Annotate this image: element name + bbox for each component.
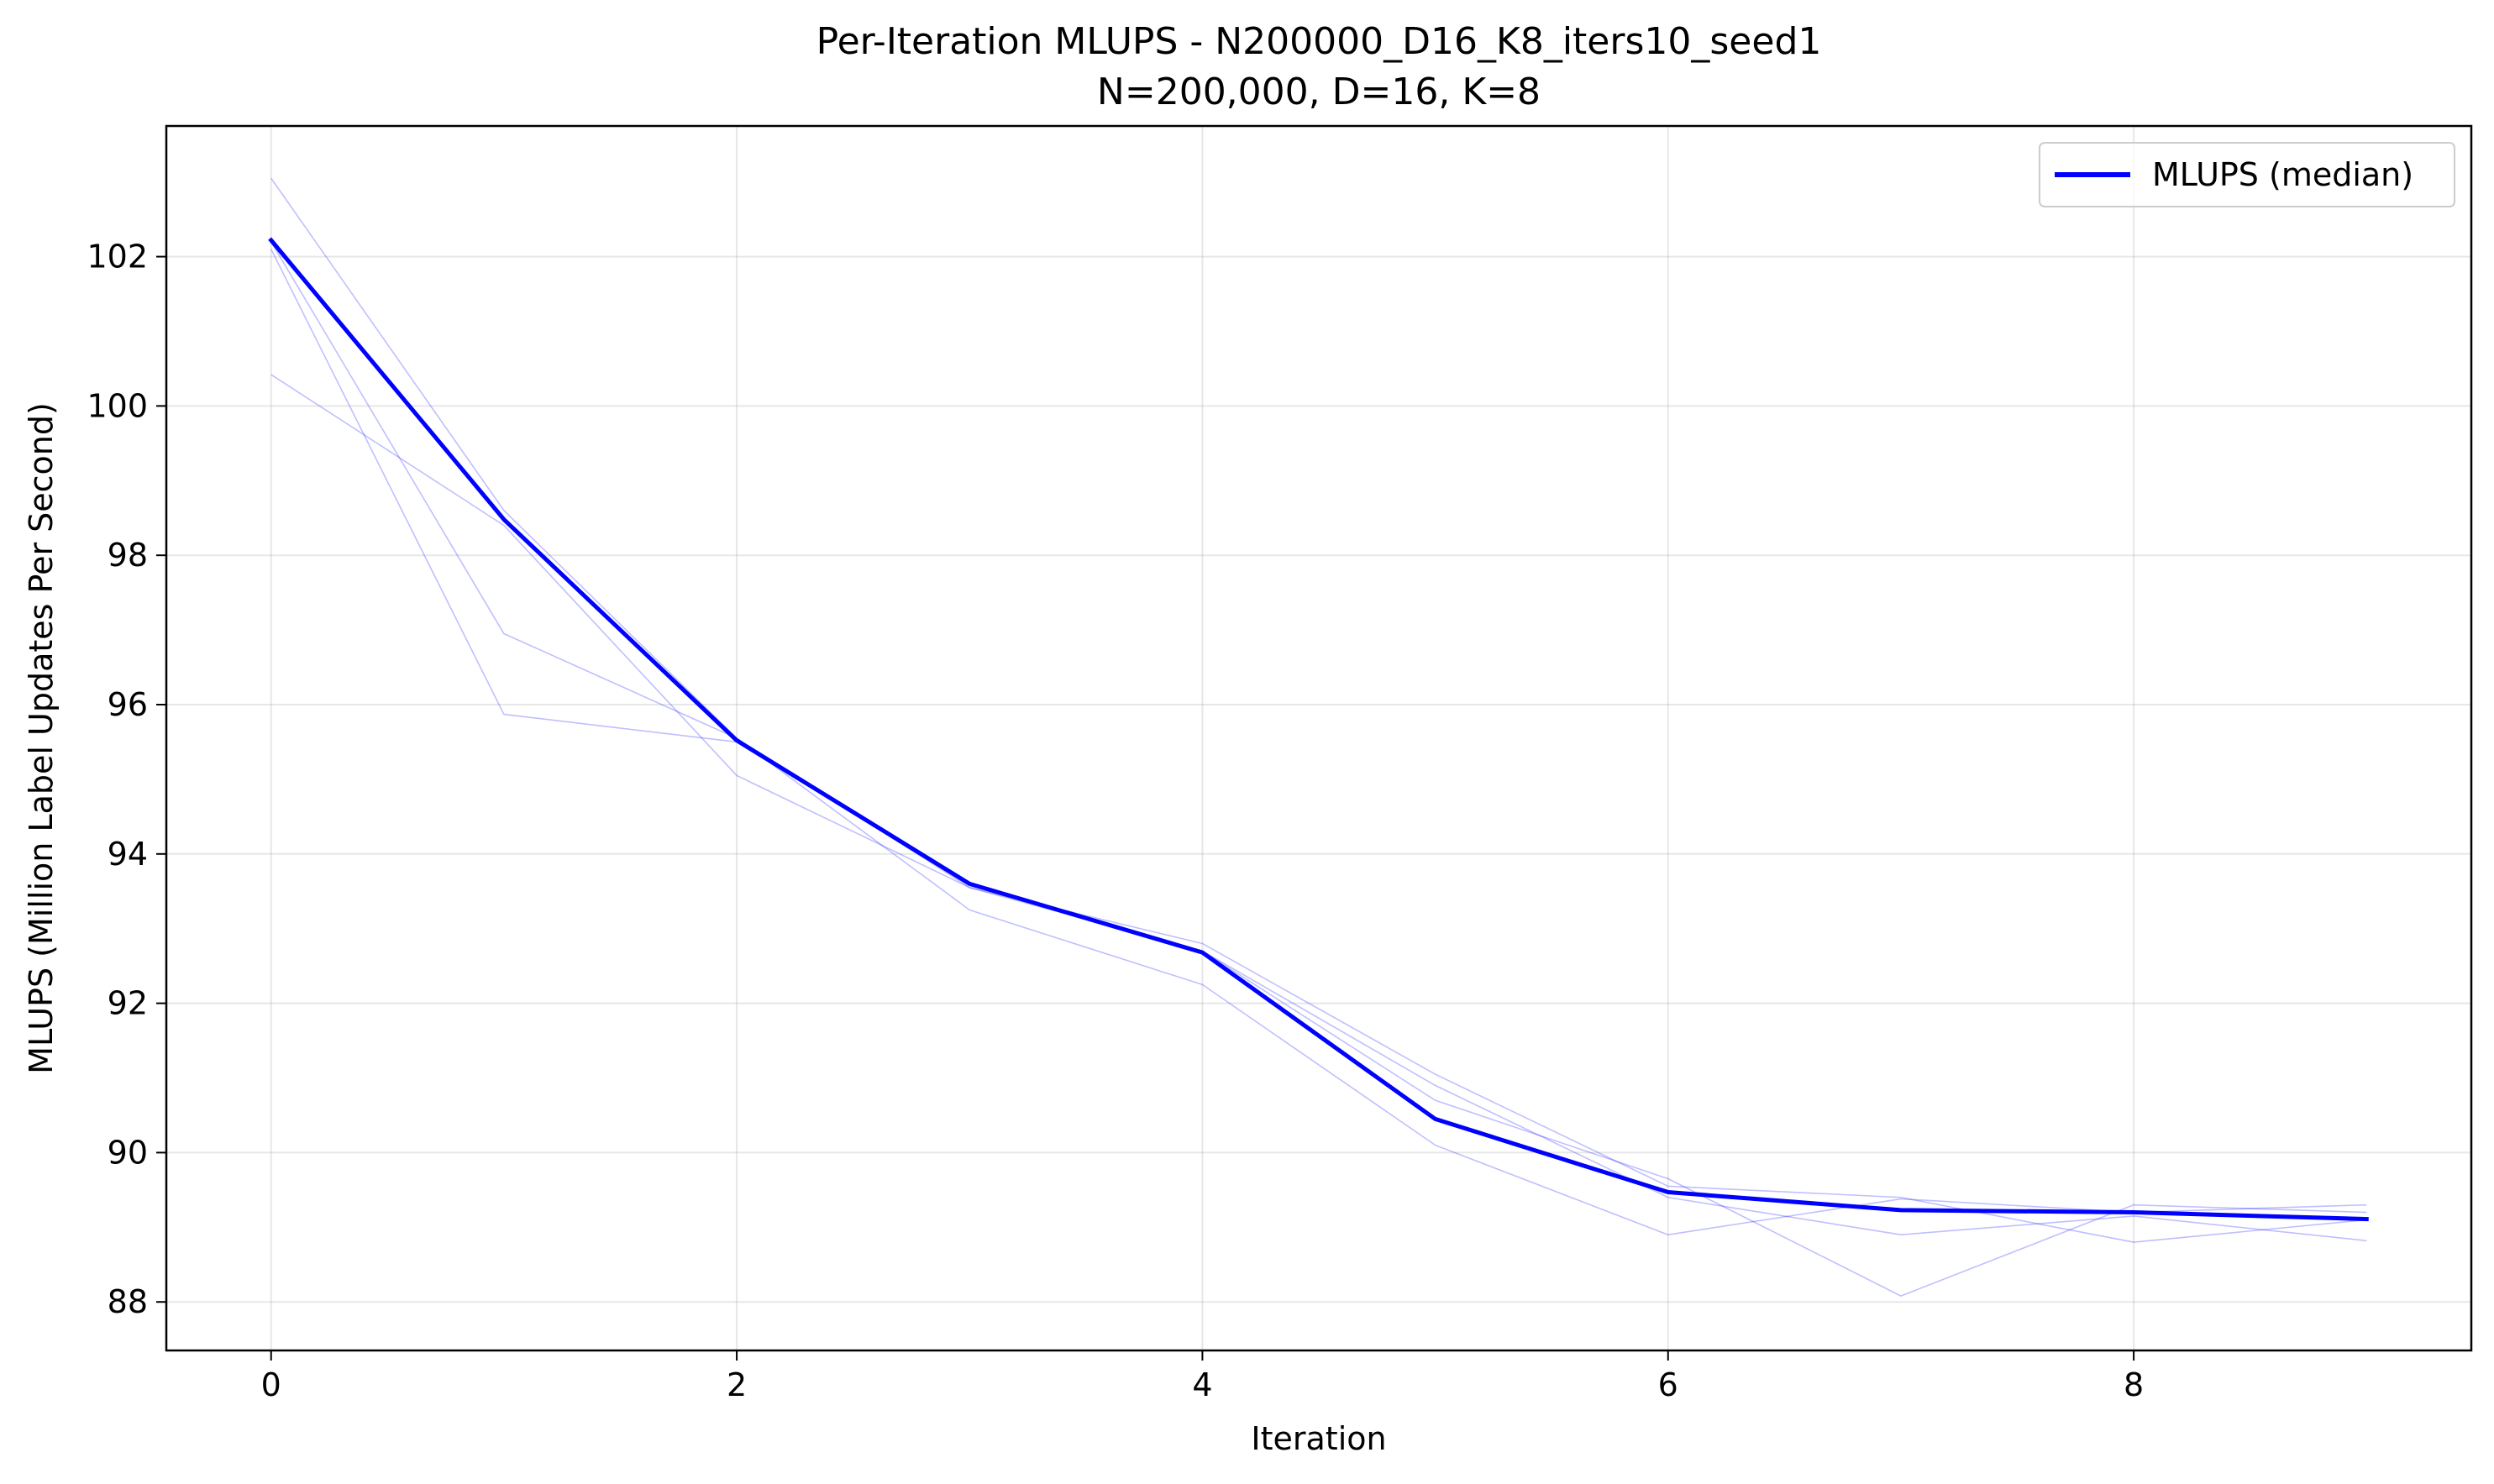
y-tick-label: 98 xyxy=(108,537,148,574)
x-axis-label: Iteration xyxy=(1251,1420,1386,1457)
median-series xyxy=(268,237,2369,1222)
grid xyxy=(166,126,2471,1350)
x-tick-label: 0 xyxy=(261,1366,281,1403)
y-tick-label: 92 xyxy=(108,985,148,1022)
legend: MLUPS (median) xyxy=(2039,142,2455,207)
individual-runs xyxy=(270,177,2367,1297)
x-axis-ticks: 0 2 4 6 8 xyxy=(261,1350,2144,1403)
legend-label: MLUPS (median) xyxy=(2152,156,2413,193)
y-axis-label: MLUPS (Million Label Updates Per Second) xyxy=(23,402,60,1074)
run-line xyxy=(270,177,2367,1243)
y-tick-label: 100 xyxy=(87,387,148,424)
legend-box xyxy=(2039,142,2455,207)
x-tick-label: 6 xyxy=(1658,1366,1678,1403)
median-line xyxy=(268,237,2369,1222)
y-tick-label: 88 xyxy=(108,1283,148,1320)
run-line xyxy=(270,249,2367,1242)
x-tick-label: 8 xyxy=(2124,1366,2144,1403)
y-tick-label: 96 xyxy=(108,686,148,723)
run-line xyxy=(270,374,2367,1297)
y-tick-label: 102 xyxy=(87,239,148,275)
y-axis-ticks: 88 90 92 94 96 98 100 102 xyxy=(87,239,166,1320)
run-line xyxy=(270,241,2367,1236)
x-tick-label: 4 xyxy=(1192,1366,1212,1403)
x-tick-label: 2 xyxy=(727,1366,747,1403)
chart-subtitle: N=200,000, D=16, K=8 xyxy=(1097,71,1541,113)
y-tick-label: 90 xyxy=(108,1134,148,1171)
plot-frame xyxy=(165,124,2473,1352)
chart-title: Per-Iteration MLUPS - N200000_D16_K8_ite… xyxy=(816,20,1822,63)
y-tick-label: 94 xyxy=(108,836,148,873)
